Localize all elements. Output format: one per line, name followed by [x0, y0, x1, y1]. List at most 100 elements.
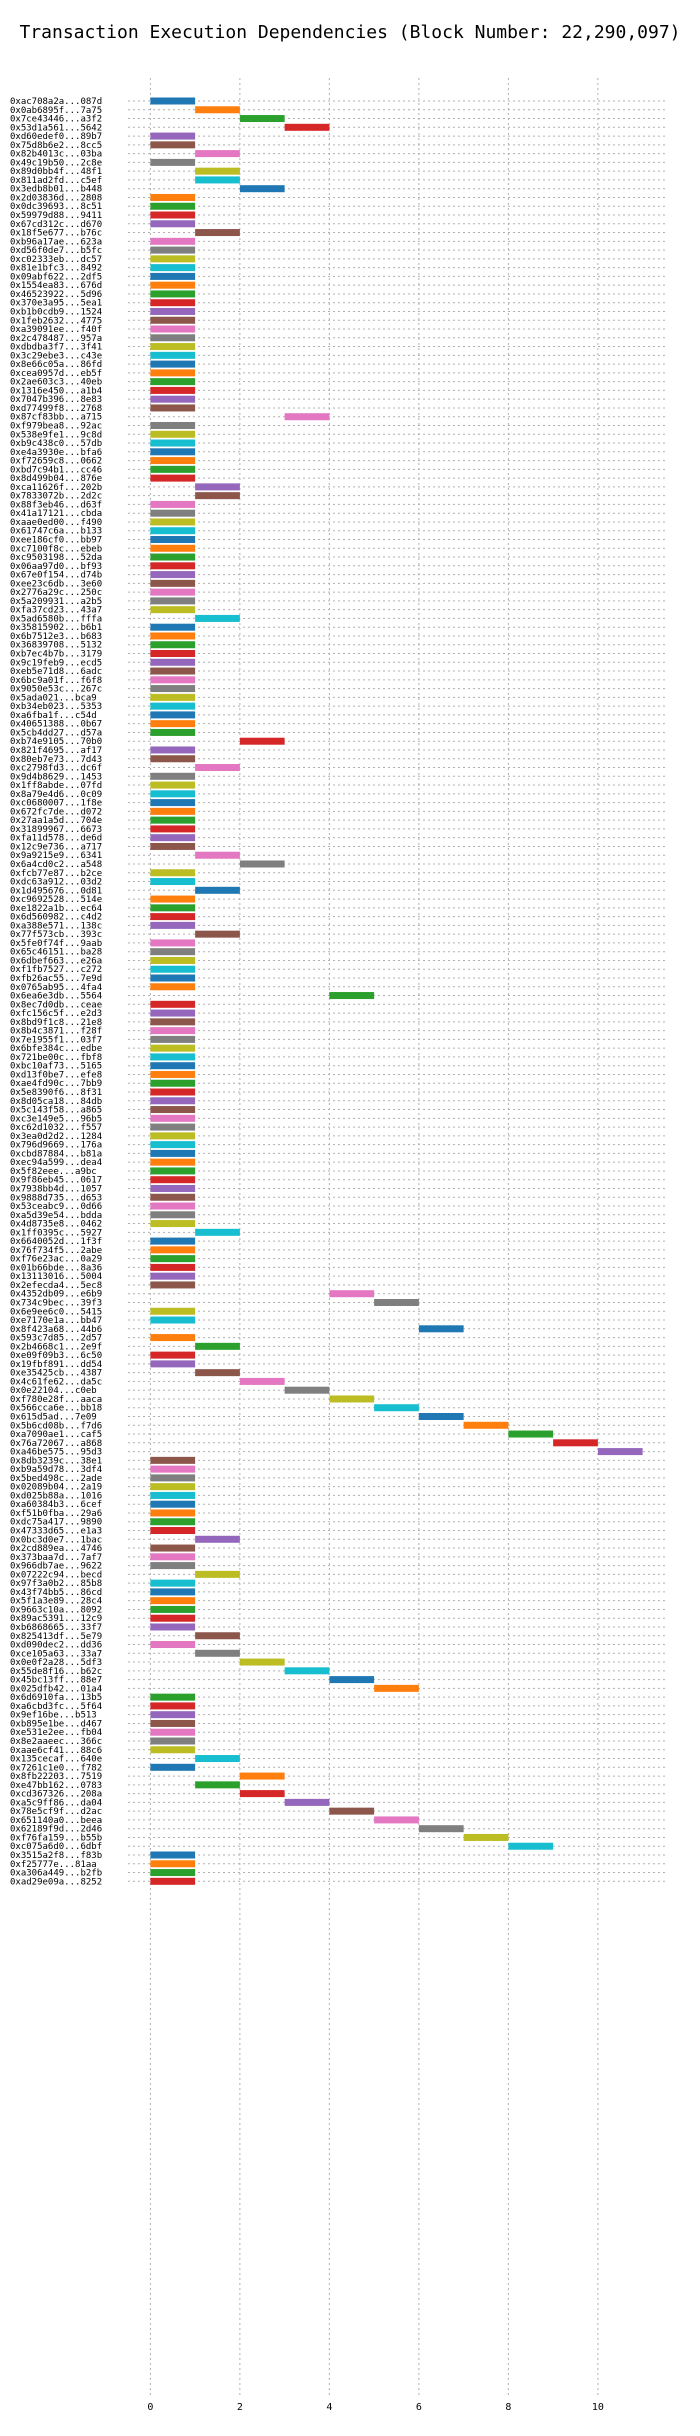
- transaction-hash-label: 0xe7170e1a...bb47: [10, 1316, 102, 1326]
- transaction-bar: [150, 1474, 196, 1482]
- transaction-bar: [195, 150, 240, 158]
- transaction-hash-label: 0x9f86eb45...0617: [10, 1176, 102, 1186]
- transaction-bar: [150, 307, 196, 315]
- transaction-hash-label: 0x5f82eee...a9bc: [10, 1167, 97, 1177]
- transaction-bar: [150, 544, 196, 552]
- transaction-hash-label: 0x2cd889ea...4746: [10, 1544, 102, 1554]
- transaction-bar: [284, 1798, 330, 1806]
- transaction-hash-label: 0x6640052d...1f3f: [10, 1237, 102, 1247]
- transaction-hash-label: 0xec94a599...dea4: [10, 1158, 102, 1168]
- transaction-hash-label: 0x5a209931...a2b5: [10, 597, 102, 607]
- transaction-hash-label: 0x4d8735e8...0462: [10, 1220, 102, 1230]
- transaction-bar: [195, 492, 240, 500]
- transaction-bar: [195, 614, 240, 622]
- transaction-hash-label: 0xb7ec4b7b...3179: [10, 650, 102, 660]
- transaction-hash-label: 0x61747c6a...b133: [10, 527, 102, 537]
- transaction-hash-label: 0x7ce43446...a3f2: [10, 115, 102, 125]
- transaction-bar: [195, 229, 240, 237]
- transaction-bar: [239, 1377, 285, 1385]
- transaction-hash-label: 0xdc63a912...03d2: [10, 878, 102, 888]
- transaction-bar: [150, 1097, 196, 1105]
- transaction-hash-label: 0x566cca6e...bb18: [10, 1404, 102, 1414]
- transaction-bar: [150, 597, 196, 605]
- transaction-hash-label: 0x46523922...5d96: [10, 290, 102, 300]
- transaction-bar: [195, 1228, 240, 1236]
- transaction-hash-label: 0xfa11d578...de6d: [10, 834, 102, 844]
- transaction-bar: [150, 1123, 196, 1131]
- transaction-bar: [150, 816, 196, 824]
- transaction-bar: [150, 878, 196, 886]
- transaction-hash-label: 0x09abf622...2df5: [10, 272, 102, 282]
- transaction-hash-label: 0x6d6910fa...13b5: [10, 1693, 102, 1703]
- transaction-hash-label: 0x40651388...0b67: [10, 720, 102, 730]
- transaction-hash-label: 0xf72659c8...0662: [10, 457, 102, 467]
- transaction-bar: [195, 930, 240, 938]
- transaction-bar: [150, 1544, 196, 1552]
- transaction-hash-label: 0x373baa7d...7af7: [10, 1553, 102, 1563]
- transaction-bar: [195, 106, 240, 114]
- transaction-hash-label: 0x5c143f58...a865: [10, 1106, 102, 1116]
- transaction-hash-label: 0xf76fa159...b55b: [10, 1833, 102, 1843]
- transaction-bar: [150, 1000, 196, 1008]
- transaction-bar: [329, 1676, 375, 1684]
- transaction-hash-label: 0x8db3239c...38e1: [10, 1456, 102, 1466]
- transaction-hash-label: 0x0bc3d0e7...1bac: [10, 1535, 102, 1545]
- transaction-hash-label: 0xc3e149e5...96b5: [10, 1114, 102, 1124]
- transaction-bar: [150, 728, 196, 736]
- transaction-bar: [150, 404, 196, 412]
- transaction-hash-label: 0x97f3a0b2...85b8: [10, 1579, 102, 1589]
- transaction-bar: [150, 755, 196, 763]
- transaction-bar: [150, 1246, 196, 1254]
- transaction-bar: [150, 1465, 196, 1473]
- transaction-bar: [150, 1079, 196, 1087]
- transaction-bar: [195, 1369, 240, 1377]
- transaction-bar: [195, 1781, 240, 1789]
- transaction-bar: [150, 211, 196, 219]
- transaction-bar: [150, 1070, 196, 1078]
- transaction-bar: [239, 185, 285, 193]
- transaction-bar: [150, 781, 196, 789]
- x-tick-label: 0: [147, 2402, 153, 2413]
- x-tick-label: 4: [326, 2402, 332, 2413]
- transaction-hash-label: 0x9888d735...d653: [10, 1193, 102, 1203]
- transaction-hash-label: 0x8bd9f1c8...21e8: [10, 1018, 102, 1028]
- transaction-bar: [150, 1746, 196, 1754]
- transaction-hash-label: 0xaae0ed00...f490: [10, 518, 102, 528]
- transaction-bar: [150, 834, 196, 842]
- transaction-hash-label: 0x41a17121...cbda: [10, 509, 102, 519]
- transaction-hash-label: 0xe1822a1b...ec64: [10, 904, 102, 914]
- transaction-hash-label: 0xc2798fd3...dc6f: [10, 764, 102, 774]
- transaction-bar: [150, 378, 196, 386]
- transaction-hash-label: 0x825413df...5e79: [10, 1632, 102, 1642]
- transaction-hash-label: 0x8e66c05a...86fd: [10, 360, 102, 370]
- transaction-hash-label: 0xfcb77e87...b2ce: [10, 869, 102, 879]
- transaction-bar: [150, 500, 196, 508]
- transaction-bar: [553, 1439, 598, 1447]
- transaction-hash-label: 0x6d560982...c4d2: [10, 913, 102, 923]
- transaction-hash-label: 0x9663c10a...8092: [10, 1605, 102, 1615]
- transaction-hash-label: 0xa6cbd3fc...5f64: [10, 1702, 102, 1712]
- transaction-bar: [374, 1816, 419, 1824]
- transaction-hash-label: 0x1feb2632...4775: [10, 316, 102, 326]
- transaction-hash-label: 0x538e9fe1...9c8d: [10, 430, 102, 440]
- transaction-hash-label: 0xb9c438c0...57db: [10, 439, 102, 449]
- transaction-hash-label: 0x721be00c...fbf8: [10, 1053, 102, 1063]
- transaction-hash-label: 0x8b4c3871...f28f: [10, 1027, 102, 1037]
- transaction-hash-label: 0x3c29ebe3...c43e: [10, 351, 102, 361]
- transaction-hash-label: 0x18f5e677...b76c: [10, 229, 102, 239]
- transaction-hash-label: 0x6dbef663...e26a: [10, 956, 102, 966]
- transaction-bar: [284, 413, 330, 421]
- transaction-bar: [150, 369, 196, 377]
- transaction-hash-label: 0x07222c94...becd: [10, 1570, 102, 1580]
- transaction-hash-label: 0xa5c9ff86...da04: [10, 1798, 102, 1808]
- transaction-bar: [329, 1290, 375, 1298]
- transaction-hash-label: 0xb6868665...33f7: [10, 1623, 102, 1633]
- transaction-hash-label: 0xa388e571...138c: [10, 921, 102, 931]
- transaction-bar: [150, 97, 196, 105]
- transaction-hash-label: 0x87cf83bb...a715: [10, 413, 102, 423]
- transaction-bar: [374, 1684, 419, 1692]
- transaction-hash-label: 0x2776a29c...250c: [10, 588, 102, 598]
- transaction-hash-label: 0x5ad6580b...fffa: [10, 614, 102, 624]
- transaction-bar: [150, 1193, 196, 1201]
- transaction-bar: [150, 1202, 196, 1210]
